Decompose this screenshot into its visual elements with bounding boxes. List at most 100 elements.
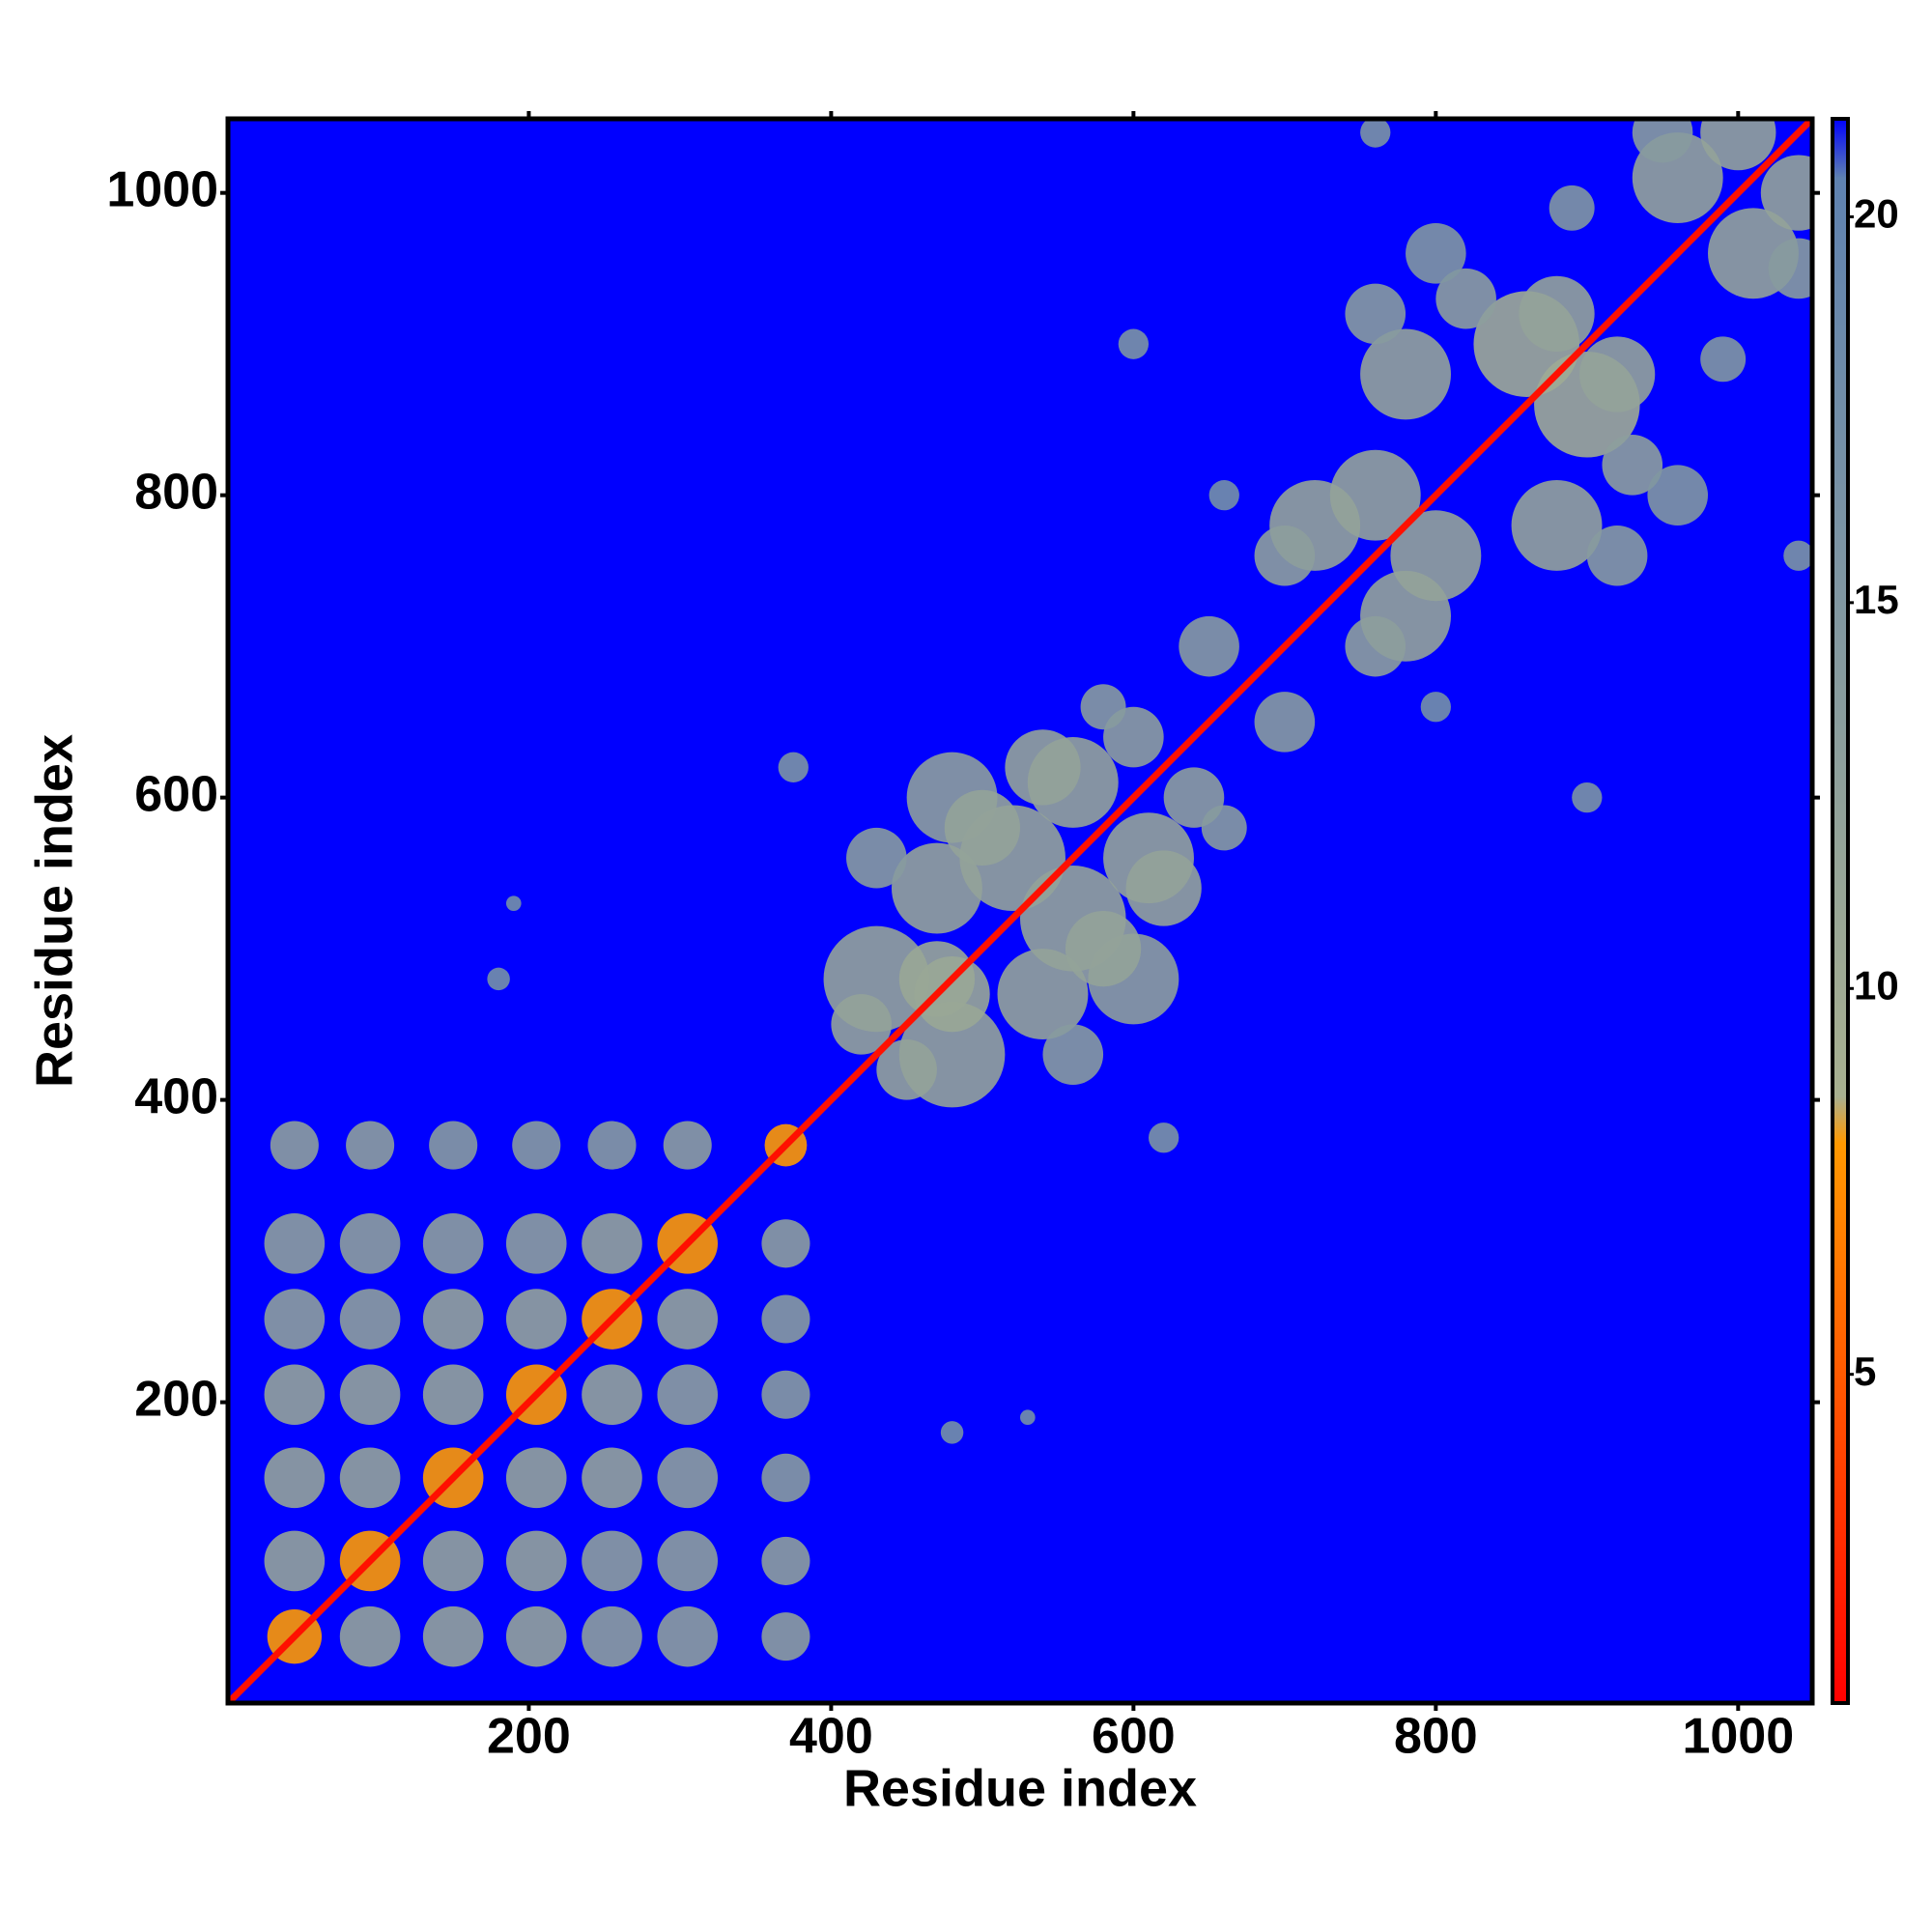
heatmap-cell [657, 1605, 719, 1667]
heatmap-cell [846, 827, 907, 889]
x-tick-label: 800 [1394, 1709, 1478, 1765]
heatmap-cell [891, 842, 982, 934]
heatmap-cell [1125, 850, 1202, 926]
heatmap-cell [339, 1289, 401, 1350]
heatmap-cell [657, 1364, 719, 1426]
heatmap-cell [422, 1605, 484, 1667]
heatmap-cell [1579, 336, 1656, 412]
heatmap-cell [1254, 525, 1316, 586]
colorbar-tick-label: 10 [1854, 962, 1899, 1008]
heatmap-cell [1783, 540, 1812, 571]
heatmap-cell [264, 1212, 326, 1274]
colorbar [1831, 117, 1850, 1705]
x-tick-label: 200 [487, 1709, 571, 1765]
heatmap-cell [1020, 1409, 1036, 1426]
colorbar-tick-label: 5 [1854, 1349, 1876, 1394]
x-tick-label: 1000 [1682, 1709, 1794, 1765]
heatmap-cell [264, 1289, 326, 1350]
heatmap-cell [1406, 222, 1466, 284]
heatmap-cell [1647, 465, 1709, 526]
heatmap-cell [1179, 615, 1239, 677]
heatmap-cell [1345, 283, 1406, 345]
colorbar-tick-label: 15 [1854, 577, 1899, 622]
y-axis-label: Residue index [25, 734, 83, 1088]
heatmap-cell [339, 1212, 401, 1274]
heatmap-cell [582, 1530, 642, 1592]
plot-frame [225, 116, 1815, 1706]
heatmap-cell [1700, 336, 1747, 383]
heatmap-cell [505, 1605, 567, 1667]
heatmap-cell [505, 1289, 567, 1350]
heatmap-cell [264, 1364, 326, 1426]
heatmap-cell [1080, 684, 1126, 730]
x-tick-label: 600 [1092, 1709, 1176, 1765]
heatmap-cell [487, 967, 510, 991]
heatmap-cell [422, 1364, 484, 1426]
heatmap-cell [505, 1447, 567, 1509]
y-tick-label: 600 [134, 766, 218, 822]
heatmap-cell [831, 994, 892, 1055]
heatmap-cell [429, 1121, 478, 1170]
heatmap-cell [582, 1212, 642, 1274]
heatmap-cell [761, 1536, 810, 1585]
heatmap-cell [663, 1121, 712, 1170]
heatmap-cell [1201, 805, 1247, 851]
heatmap-cell [1586, 525, 1648, 586]
heatmap-cell [422, 1530, 484, 1592]
heatmap-cell [761, 1370, 810, 1419]
colorbar-tick-label: 20 [1854, 191, 1899, 237]
heatmap-cell [1511, 480, 1603, 571]
heatmap-cell [761, 1219, 810, 1268]
heatmap-cell [1548, 185, 1595, 231]
heatmap-cell [512, 1121, 561, 1170]
heatmap-cells [228, 119, 1812, 1703]
heatmap-cell [1632, 119, 1693, 163]
heatmap-cell [1118, 328, 1150, 359]
heatmap-cell [1519, 275, 1595, 352]
heatmap-cell [914, 955, 990, 1033]
y-tick-label: 200 [134, 1371, 218, 1427]
heatmap-cell [422, 1289, 484, 1350]
heatmap-cell [761, 1294, 810, 1344]
heatmap-cell [1329, 449, 1421, 541]
heatmap-cell [264, 1530, 326, 1592]
x-tick-label: 400 [789, 1709, 873, 1765]
heatmap-cell [1768, 238, 1812, 299]
y-tick-label: 1000 [106, 161, 218, 217]
heatmap-cell [1602, 435, 1663, 496]
heatmap-cell [1760, 155, 1812, 231]
heatmap-cell [657, 1289, 719, 1350]
heatmap-cell [761, 1453, 810, 1502]
heatmap-cell [505, 895, 522, 912]
heatmap-cell [422, 1212, 484, 1274]
heatmap-cell [761, 1612, 810, 1662]
heatmap-cell [264, 1447, 326, 1509]
heatmap-cell [582, 1364, 642, 1426]
heatmap-cell [1572, 781, 1603, 813]
heatmap-cell [940, 1421, 964, 1444]
diagonal [228, 119, 1812, 1703]
heatmap-cell [1435, 268, 1496, 329]
heatmap-cell [1065, 911, 1142, 987]
heatmap-cell [339, 1605, 401, 1667]
heatmap-cell [997, 949, 1089, 1040]
heatmap-cell [346, 1121, 395, 1170]
heatmap-cell [505, 1212, 567, 1274]
heatmap-cell [339, 1364, 401, 1426]
heatmap-cell [944, 789, 1020, 867]
heatmap-cell [505, 1530, 567, 1592]
heatmap-cell [657, 1447, 719, 1509]
heatmap-cell [657, 1530, 719, 1592]
heatmap-cell [582, 1447, 642, 1509]
heatmap-cell [1042, 1024, 1104, 1085]
heatmap-cell [1254, 692, 1316, 753]
heatmap-cell [587, 1121, 637, 1170]
heatmap-cell [270, 1121, 319, 1170]
heatmap-cell [1360, 119, 1391, 148]
heatmap-cell [1149, 1122, 1179, 1153]
heatmap-cell [1390, 510, 1482, 602]
heatmap-cell [1700, 119, 1776, 171]
heatmap-cell [1345, 615, 1406, 677]
